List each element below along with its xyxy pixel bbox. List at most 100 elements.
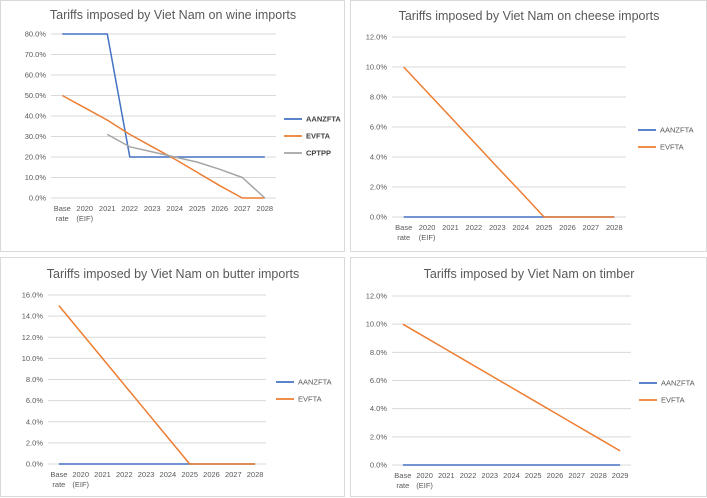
x-tick-label: 2024 — [166, 204, 183, 213]
x-tick-label: 2023 — [481, 471, 498, 480]
x-tick-label: 2025 — [181, 470, 198, 479]
x-tick-label: 2029 — [612, 471, 629, 480]
x-tick-label: 2024 — [512, 223, 529, 232]
x-tick-label: 2023 — [489, 223, 506, 232]
y-tick-label: 12.0% — [22, 333, 44, 342]
x-tick-label: 2020 — [72, 470, 89, 479]
y-tick-label: 0.0% — [29, 194, 46, 203]
x-tick-label: (EIF) — [416, 481, 433, 490]
y-tick-label: 0.0% — [370, 461, 387, 470]
x-tick-label: rate — [396, 481, 409, 490]
x-tick-label: 2026 — [203, 470, 220, 479]
x-tick-label: 2025 — [525, 471, 542, 480]
legend-label: AANZFTA — [306, 115, 341, 124]
x-tick-label: 2020 — [419, 223, 436, 232]
x-tick-label: (EIF) — [419, 233, 436, 242]
x-tick-label: 2027 — [234, 204, 251, 213]
x-tick-label: 2021 — [442, 223, 459, 232]
y-tick-label: 2.0% — [26, 438, 43, 447]
chart-svg: Tariffs imposed by Viet Nam on wine impo… — [25, 8, 342, 223]
legend-label: EVFTA — [660, 143, 684, 152]
x-tick-label: 2023 — [138, 470, 155, 479]
x-tick-label: 2027 — [568, 471, 585, 480]
x-tick-label: 2028 — [606, 223, 623, 232]
y-tick-label: 10.0% — [366, 63, 388, 72]
x-tick-label: 2027 — [583, 223, 600, 232]
y-tick-label: 10.0% — [366, 320, 388, 329]
series-line-evfta — [402, 323, 621, 452]
x-tick-label: 2021 — [438, 471, 455, 480]
x-tick-label: 2024 — [160, 470, 177, 479]
y-tick-label: 80.0% — [25, 30, 47, 39]
x-tick-label: 2021 — [94, 470, 111, 479]
x-tick-label: 2025 — [189, 204, 206, 213]
chart-title: Tariffs imposed by Viet Nam on timber — [424, 267, 635, 281]
series-line-evfta — [58, 305, 256, 465]
x-tick-label: 2022 — [121, 204, 138, 213]
y-tick-label: 60.0% — [25, 71, 47, 80]
y-tick-label: 8.0% — [370, 348, 387, 357]
x-tick-label: (EIF) — [72, 480, 89, 489]
x-tick-label: 2026 — [547, 471, 564, 480]
series-line-evfta — [61, 94, 265, 199]
chart-svg: Tariffs imposed by Viet Nam on cheese im… — [366, 9, 694, 242]
chart-title: Tariffs imposed by Viet Nam on cheese im… — [399, 9, 660, 23]
x-tick-label: rate — [397, 233, 410, 242]
y-tick-label: 70.0% — [25, 50, 47, 59]
y-tick-label: 10.0% — [25, 173, 47, 182]
x-tick-label: 2028 — [590, 471, 607, 480]
chart-panel-cheese: Tariffs imposed by Viet Nam on cheese im… — [350, 0, 707, 252]
x-tick-label: 2026 — [559, 223, 576, 232]
y-tick-label: 6.0% — [26, 396, 43, 405]
x-tick-label: 2023 — [144, 204, 161, 213]
y-tick-label: 20.0% — [25, 153, 47, 162]
x-tick-label: Base — [50, 470, 67, 479]
x-tick-label: 2020 — [416, 471, 433, 480]
x-tick-label: rate — [52, 480, 65, 489]
y-tick-label: 0.0% — [370, 213, 387, 222]
y-tick-label: 0.0% — [26, 460, 43, 469]
x-tick-label: 2027 — [225, 470, 242, 479]
legend-label: AANZFTA — [660, 126, 694, 135]
x-tick-label: 2022 — [460, 471, 477, 480]
x-tick-label: 2026 — [211, 204, 228, 213]
y-tick-label: 6.0% — [370, 376, 387, 385]
y-tick-label: 2.0% — [370, 183, 387, 192]
x-tick-label: (EIF) — [76, 214, 93, 223]
legend-label: EVFTA — [661, 396, 685, 405]
y-tick-label: 14.0% — [22, 312, 44, 321]
x-tick-label: 2020 — [76, 204, 93, 213]
y-tick-label: 4.0% — [370, 404, 387, 413]
y-tick-label: 8.0% — [370, 93, 387, 102]
x-tick-label: 2025 — [536, 223, 553, 232]
x-tick-label: 2022 — [116, 470, 133, 479]
x-tick-label: rate — [56, 214, 69, 223]
y-tick-label: 6.0% — [370, 123, 387, 132]
y-tick-label: 30.0% — [25, 132, 47, 141]
y-tick-label: 50.0% — [25, 91, 47, 100]
chart-panel-wine: Tariffs imposed by Viet Nam on wine impo… — [0, 0, 345, 252]
x-tick-label: 2022 — [466, 223, 483, 232]
chart-svg: Tariffs imposed by Viet Nam on butter im… — [22, 267, 332, 489]
x-tick-label: Base — [54, 204, 71, 213]
x-tick-label: Base — [395, 223, 412, 232]
chart-panel-butter: Tariffs imposed by Viet Nam on butter im… — [0, 257, 345, 497]
y-tick-label: 16.0% — [22, 291, 44, 300]
legend-label: AANZFTA — [661, 379, 695, 388]
legend-label: EVFTA — [298, 395, 322, 404]
y-tick-label: 4.0% — [26, 417, 43, 426]
series-line-aanzfta — [62, 33, 265, 158]
x-tick-label: Base — [394, 471, 411, 480]
series-line-evfta — [403, 66, 615, 218]
legend-label: AANZFTA — [298, 378, 332, 387]
y-tick-label: 2.0% — [370, 432, 387, 441]
x-tick-label: 2028 — [256, 204, 273, 213]
y-tick-label: 10.0% — [22, 354, 44, 363]
y-tick-label: 8.0% — [26, 375, 43, 384]
y-tick-label: 12.0% — [366, 292, 388, 301]
legend-label: CPTPP — [306, 149, 331, 158]
y-tick-label: 4.0% — [370, 153, 387, 162]
chart-title: Tariffs imposed by Viet Nam on butter im… — [47, 267, 299, 281]
chart-svg: Tariffs imposed by Viet Nam on timber 0.0… — [366, 267, 695, 490]
legend-label: EVFTA — [306, 132, 331, 141]
